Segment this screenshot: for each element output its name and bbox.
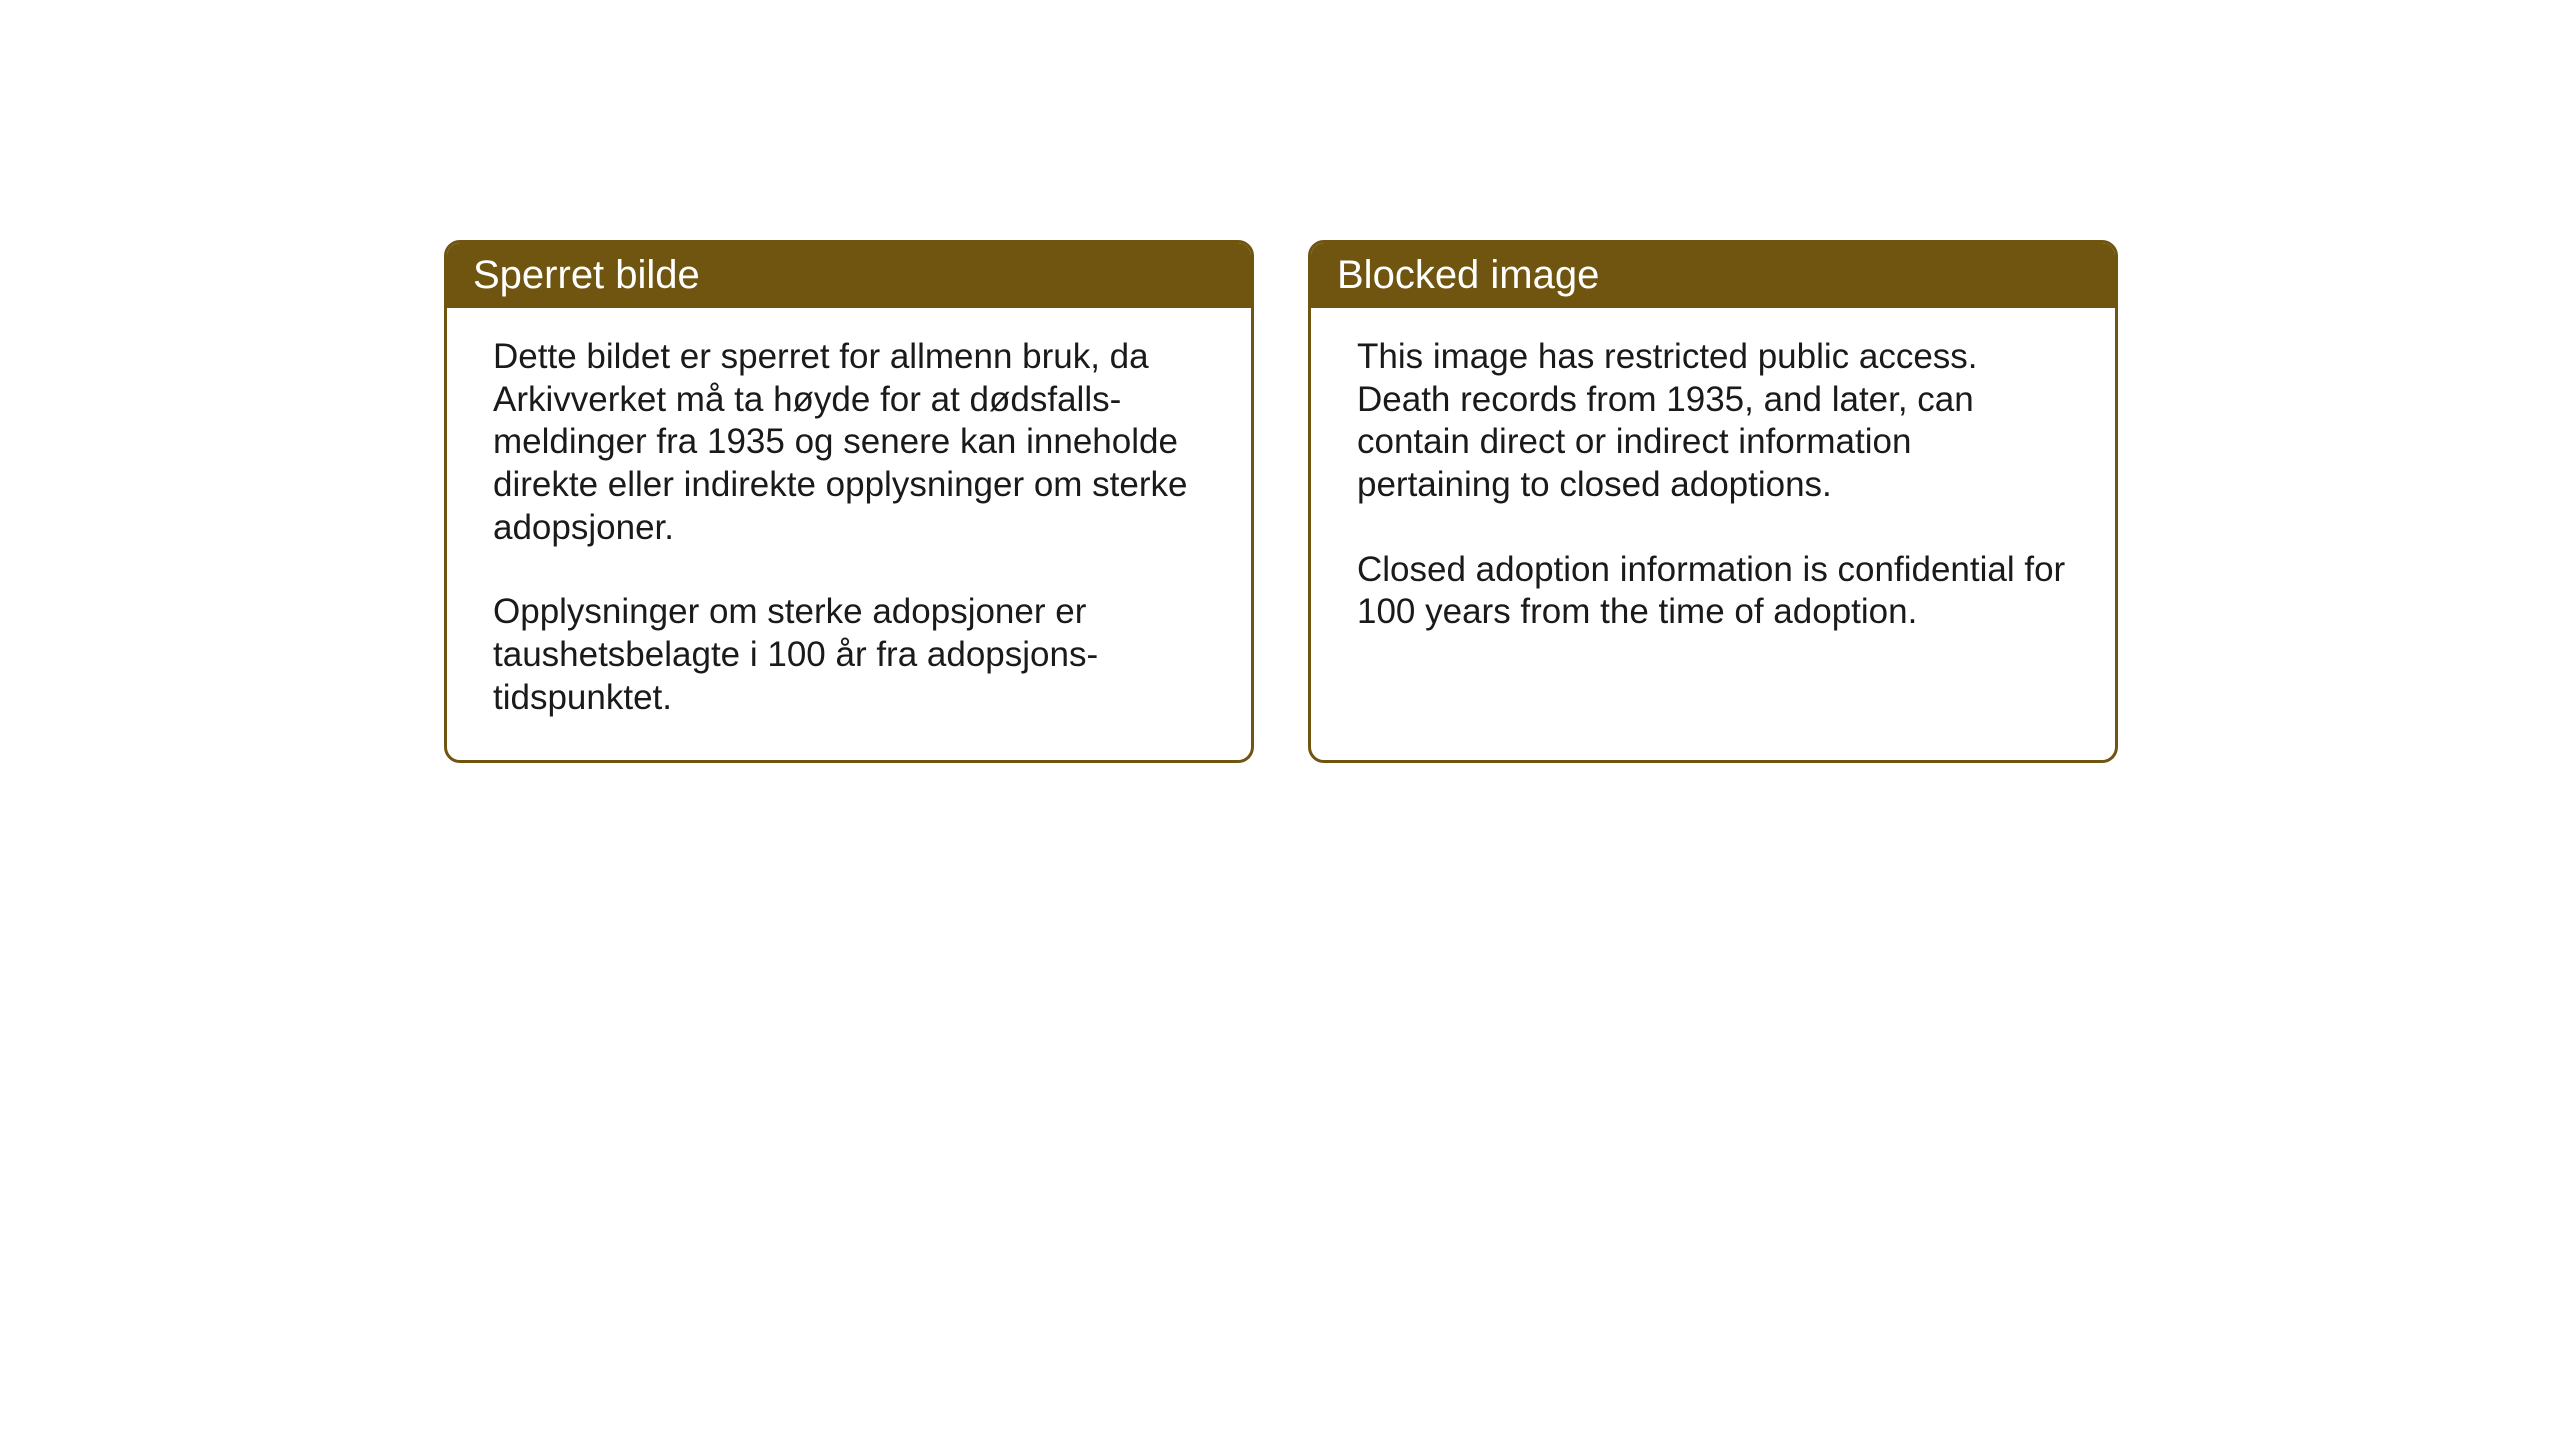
notice-header-norwegian: Sperret bilde (447, 243, 1251, 308)
notice-header-english: Blocked image (1311, 243, 2115, 308)
notice-box-norwegian: Sperret bilde Dette bildet er sperret fo… (444, 240, 1254, 763)
notice-body-english: This image has restricted public access.… (1311, 308, 2115, 728)
notice-box-english: Blocked image This image has restricted … (1308, 240, 2118, 763)
notice-paragraph-2-english: Closed adoption information is confident… (1357, 549, 2069, 634)
notice-body-norwegian: Dette bildet er sperret for allmenn bruk… (447, 308, 1251, 760)
notice-paragraph-1-norwegian: Dette bildet er sperret for allmenn bruk… (493, 336, 1205, 549)
notice-paragraph-1-english: This image has restricted public access.… (1357, 336, 2069, 507)
notice-paragraph-2-norwegian: Opplysninger om sterke adopsjoner er tau… (493, 591, 1205, 719)
notice-container: Sperret bilde Dette bildet er sperret fo… (444, 240, 2118, 763)
